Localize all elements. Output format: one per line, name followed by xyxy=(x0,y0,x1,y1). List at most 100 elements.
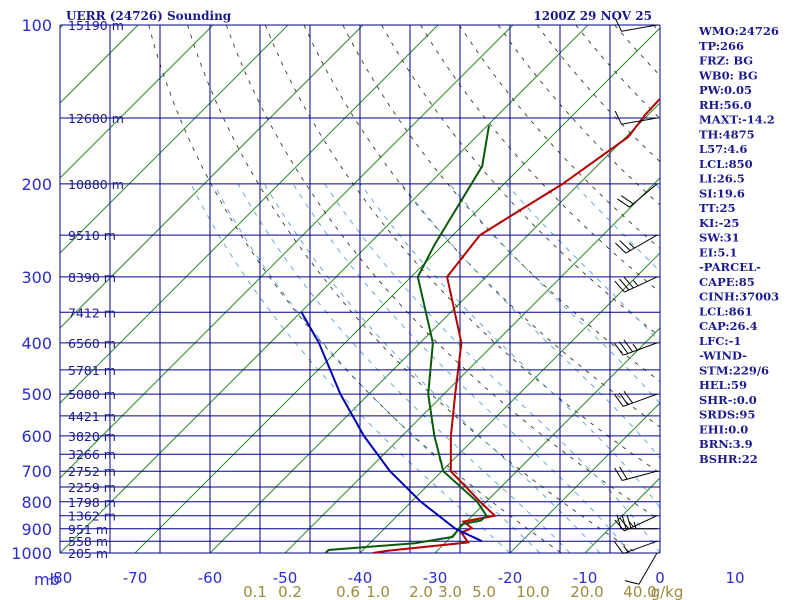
index-value: RH:56.0 xyxy=(699,98,752,112)
isotherm-line xyxy=(60,25,364,329)
index-value: LCL:861 xyxy=(699,304,753,318)
index-value: STM:229/6 xyxy=(699,363,769,377)
chart-time: 1200Z 29 NOV 25 xyxy=(533,9,652,23)
moist-adiabat-line xyxy=(292,183,631,553)
height-label: 7412 m xyxy=(68,305,116,320)
index-value: CINH:37003 xyxy=(699,290,779,304)
parcel-path xyxy=(300,311,483,543)
pressure-tick-label: 200 xyxy=(21,175,52,194)
moist-adiabat-line xyxy=(213,183,541,553)
temperature-profile xyxy=(372,97,660,553)
isotherm-line xyxy=(134,27,660,553)
index-value: KI:-25 xyxy=(699,216,739,230)
index-value: CAP:26.4 xyxy=(699,319,758,333)
temperature-tick-label: -20 xyxy=(498,569,523,587)
isotherm-line xyxy=(209,102,660,553)
chart-title: UERR (24726) Sounding xyxy=(66,9,232,23)
index-value: SHR-:0.0 xyxy=(699,393,757,407)
pressure-tick-label: 800 xyxy=(21,493,52,512)
pressure-tick-label: 1000 xyxy=(11,544,52,563)
pressure-tick-label: 400 xyxy=(21,334,52,353)
mixing-ratio-label: 0.1 xyxy=(243,583,267,600)
pressure-tick-label: 900 xyxy=(21,520,52,539)
wind-barb xyxy=(624,552,658,585)
index-value: WMO:24726 xyxy=(698,24,779,38)
temperature-tick-label: -10 xyxy=(573,569,598,587)
index-value: TP:266 xyxy=(699,39,744,53)
moist-adiabat-line xyxy=(264,183,601,553)
pressure-temperature-grid xyxy=(59,24,661,554)
dry-adiabat-line xyxy=(148,25,562,553)
height-label: 10880 m xyxy=(68,177,124,192)
isotherm-line xyxy=(284,177,660,553)
height-label: 3820 m xyxy=(68,429,116,444)
wind-barb xyxy=(615,234,658,254)
mixing-ratio-label: 0.6 xyxy=(336,583,360,600)
wind-barbs xyxy=(614,17,658,585)
height-label: 3266 m xyxy=(68,447,116,462)
mixing-ratio-label: 20.0 xyxy=(570,583,603,600)
mixing-ratio-label: 3.0 xyxy=(438,583,462,600)
index-value: PW:0.05 xyxy=(699,83,752,97)
index-value: BRN:3.9 xyxy=(699,437,753,451)
index-value: HEL:59 xyxy=(699,378,747,392)
moist-adiabat-line xyxy=(237,183,571,553)
temperature-tick-label: -50 xyxy=(273,569,298,587)
index-value: TH:4875 xyxy=(699,127,755,141)
temperature-tick-label: -80 xyxy=(48,569,73,587)
height-label: 9510 m xyxy=(68,228,116,243)
isotherm-line xyxy=(60,25,589,553)
dry-adiabat-line xyxy=(225,25,660,521)
isotherm-line xyxy=(60,25,214,179)
index-value: MAXT:-14.2 xyxy=(699,113,775,127)
pressure-tick-label: 100 xyxy=(21,16,52,35)
mixing-ratio-label: 5.0 xyxy=(472,583,496,600)
temperature-tick-label: -40 xyxy=(348,569,373,587)
temperature-axis-labels: -80-70-60-50-40-30-20-10010203040 xyxy=(48,569,745,587)
profile-lines xyxy=(300,97,660,553)
height-label: 12680 m xyxy=(68,111,124,126)
moist-adiabat-line xyxy=(449,183,660,405)
temperature-tick-label: -30 xyxy=(423,569,448,587)
pressure-tick-label: 500 xyxy=(21,385,52,404)
pressure-tick-label: 600 xyxy=(21,427,52,446)
index-value: CAPE:85 xyxy=(699,275,755,289)
isotherm-line xyxy=(359,252,660,553)
isotherm-line xyxy=(60,25,289,254)
height-label: 2752 m xyxy=(68,464,116,479)
index-value: WB0: BG xyxy=(698,68,758,82)
temperature-tick-label: 10 xyxy=(725,569,744,587)
height-label: 205 m xyxy=(68,546,108,561)
wind-barb xyxy=(614,466,658,481)
index-value: -PARCEL- xyxy=(699,260,761,274)
mixing-ratio-label: g/kg xyxy=(651,583,684,600)
moist-adiabat-line xyxy=(401,183,660,459)
height-label: 5080 m xyxy=(68,387,116,402)
pressure-unit-label: mb xyxy=(34,570,60,589)
wind-barb xyxy=(617,183,658,208)
dewpoint-profile xyxy=(324,125,490,553)
mixing-ratio-labels: 0.1 0.2 0.6 1.0 2.0 3.0 5.0 10.0 20.0 40.0g/kg xyxy=(243,583,683,600)
isotherm-lines xyxy=(60,25,660,553)
height-label: 2259 m xyxy=(68,480,116,495)
temperature-tick-label: -60 xyxy=(198,569,223,587)
pressure-axis-labels: 100 200 300 400 500 600 700 800 900 1000 xyxy=(11,16,52,563)
isotherm-line xyxy=(509,402,660,553)
temperature-tick-label: -70 xyxy=(123,569,148,587)
height-label: 5781 m xyxy=(68,363,116,378)
height-label: 4421 m xyxy=(68,409,116,424)
height-label: 1798 m xyxy=(68,495,116,510)
mixing-ratio-label: 0.2 xyxy=(278,583,302,600)
isotherm-line xyxy=(60,25,439,404)
index-value: BSHR:22 xyxy=(699,452,758,466)
index-value: EHI:0.0 xyxy=(699,422,748,436)
index-value: FRZ: BG xyxy=(699,54,753,68)
wind-barb xyxy=(614,515,658,532)
temperature-tick-label: 0 xyxy=(655,569,665,587)
index-value: LFC:-1 xyxy=(699,334,741,348)
pressure-tick-label: 300 xyxy=(21,268,52,287)
index-value: SW:31 xyxy=(699,231,740,245)
index-value: L57:4.6 xyxy=(699,142,747,156)
